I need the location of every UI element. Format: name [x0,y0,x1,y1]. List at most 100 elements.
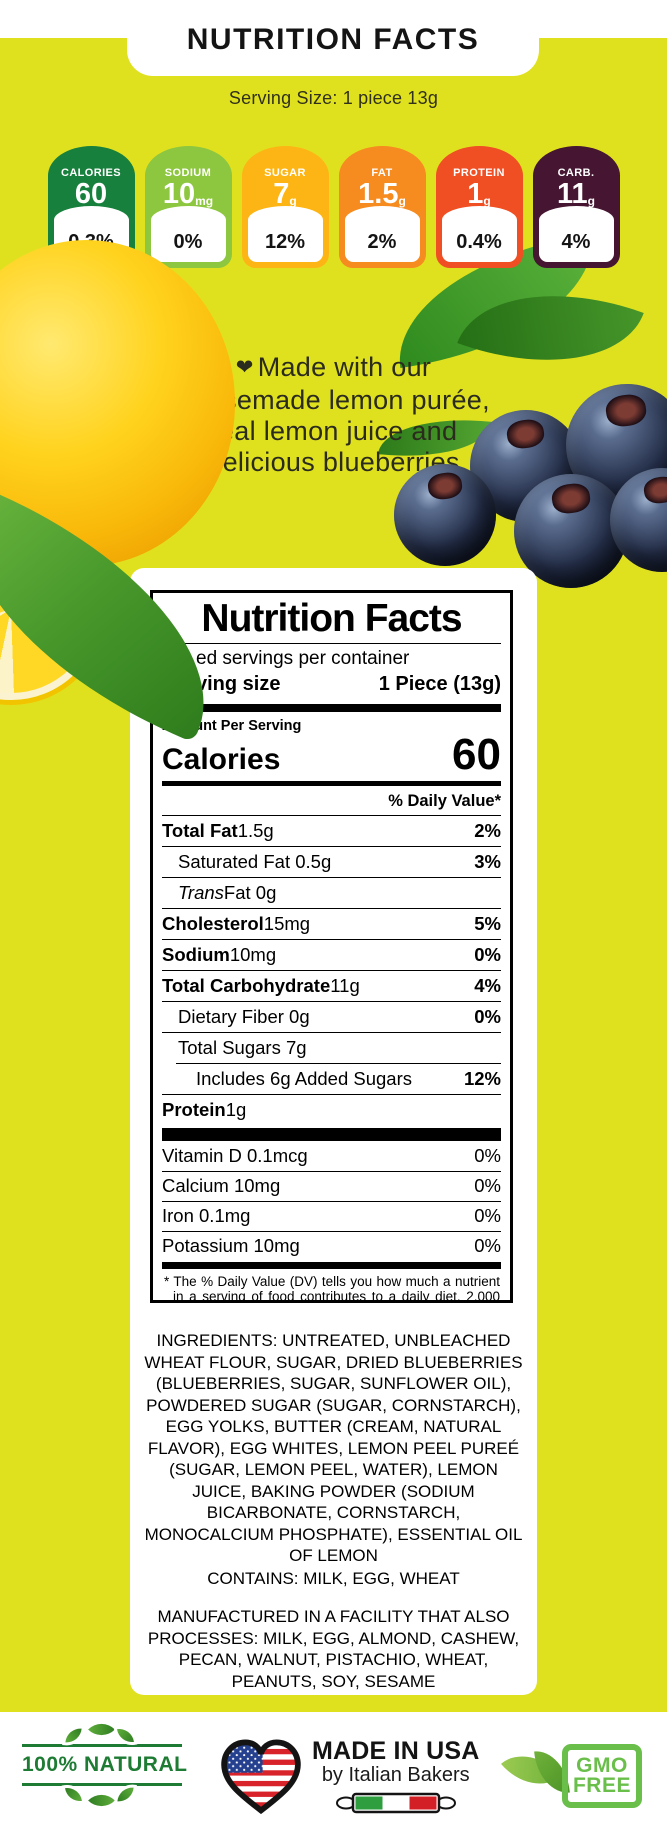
serving-size-line: Serving Size: 1 piece 13g [228,88,439,108]
made-in-usa-badge: MADE IN USA by Italian Bakers [220,1738,479,1816]
calories-label: Calories [162,742,281,776]
nutrient-dv: 3% [474,850,501,872]
nutrient-row: Includes 6g Added Sugars 12% [176,1062,501,1094]
heart-icon: ❤ [235,356,254,379]
badge-label: SUGAR [264,167,306,179]
nutrient-row: Protein 1g [162,1093,501,1125]
tagline-line: ❤ Made with our [0,352,667,385]
natural-badge: 100% NATURAL [22,1716,187,1814]
usa-heart-flag-icon [221,1739,301,1814]
badge-number: 7 [273,178,290,210]
nutrient-row: Sodium 10mg 0% [162,938,501,970]
nutrient-row: Saturated Fat 0.5g 3% [162,845,501,877]
vitamin-dv: 0% [474,1205,501,1227]
leaf-icon [65,1727,82,1744]
vitamin-dv: 0% [474,1235,501,1257]
made-in-usa-title: MADE IN USA [312,1737,480,1765]
nutrient-dv: 4% [474,974,501,996]
nutrient-row: Total Sugars 7g [162,1031,501,1063]
badge-carb: CARB. 11g 4% [532,146,620,268]
badge-percent-value: 0% [173,231,203,253]
blueberry-image [514,474,628,588]
contains-line: CONTAINS: MILK, EGG, WHEAT [207,1569,460,1588]
badge-value: 1g [436,179,523,209]
vitamin-row: Iron 0.1mg 0% [162,1200,501,1231]
badge-label: CARB. [557,167,595,179]
nutrient-amount: 1g [225,1098,247,1120]
nutrient-row: Total Carbohydrate 11g 4% [162,969,501,1001]
blueberry-image [394,464,496,566]
nutrient-amount: 11g [330,974,360,996]
nutrient-name: Protein [162,1098,226,1120]
tagline-line: real lemon juice and [209,416,458,446]
nutrient-amount: Dietary Fiber 0g [178,1005,310,1027]
badge-number: 1 [467,178,484,210]
gmo-free-badge: GMO FREE [501,1739,644,1816]
nutrient-dv: 2% [474,819,501,841]
badge-percent: 0% [150,206,226,262]
nutrient-name: Cholesterol [162,912,264,934]
badge-percent-value: 0.4% [456,231,502,253]
badge-value: 11g [533,179,620,209]
vitamin-row: Potassium 10mg 0% [162,1230,501,1261]
natural-badge-label: 100% NATURAL [22,1744,187,1786]
badge-number: 11 [556,178,588,210]
vitamin-name: Vitamin D 0.1mcg [162,1145,308,1167]
serving-size-value: 1 Piece (13g) [378,673,501,696]
calories-value: 60 [452,730,501,780]
tagline-text: Made with our [257,352,432,382]
nutrient-name: Sodium [162,943,230,965]
nutrient-row: Cholesterol 15mg 5% [162,907,501,939]
made-by-line: by Italian Bakers [321,1764,470,1787]
title-banner: NUTRITION FACTS [127,4,539,76]
badge-number: 1.5 [358,178,399,210]
nutrient-row: Total Fat 1.5g 2% [162,814,501,846]
nutrient-name: Trans [178,881,224,903]
badge-percent-value: 4% [561,231,591,253]
nutrient-amount: Fat 0g [223,881,277,903]
rolling-pin-icon [335,1793,456,1814]
serving-size-row: ving size 1 Piece (13g) [162,670,501,703]
badge-label: CALORIES [60,167,122,179]
ingredients-text: INGREDIENTS: UNTREATED, UNBLEACHED WHEAT… [144,1331,523,1565]
vitamin-name: Potassium 10mg [162,1235,300,1257]
dv-footnote: * The % Daily Value (DV) tells you how m… [164,1273,500,1303]
amount-per-serving: Amount Per Serving [162,718,302,735]
vitamin-name: Calcium 10mg [162,1175,281,1197]
badge-value: 10mg [145,179,232,209]
gmo-line: GMO [576,1754,628,1778]
tagline: ❤ Made with our housemade lemon purée, re… [0,352,667,478]
badge-percent: 2% [344,206,420,262]
badge-value: 7g [242,179,329,209]
fda-nutrition-label: Nutrition Facts ed servings per containe… [150,590,513,1303]
badge-percent: 4% [538,206,614,262]
badge-label: PROTEIN [453,167,505,179]
nutrient-dv: 5% [474,912,501,934]
leaf-icon [88,1787,115,1814]
nutrient-row: Dietary Fiber 0g 0% [162,1000,501,1032]
badge-unit: g [289,194,297,208]
facility-note: MANUFACTURED IN A FACILITY THAT ALSO PRO… [147,1607,520,1691]
nutrient-name: Total Fat [162,819,238,841]
fda-title: Nutrition Facts [162,597,501,645]
nutrient-dv: 0% [474,1005,501,1027]
badge-unit: g [483,194,491,208]
leaf-icon [117,1727,134,1744]
vitamin-row: Calcium 10mg 0% [162,1170,501,1201]
badge-label: SODIUM [164,167,212,179]
leaf-icon [65,1786,82,1803]
divider-bar [162,1261,501,1269]
nutrient-dv: 0% [474,943,501,965]
divider-bar [162,704,501,713]
badge-number: 60 [74,178,108,210]
gmo-free-box: GMO FREE [562,1744,642,1808]
nutrient-dv: 12% [463,1067,501,1089]
badge-value: 60 [48,179,135,209]
nutrient-row: Trans Fat 0g [162,876,501,908]
badge-label: FAT [371,167,393,179]
divider-bar [162,780,501,786]
vitamin-dv: 0% [474,1145,501,1167]
lemon-image [0,240,235,566]
nutrient-name: Total Carbohydrate [162,974,331,996]
